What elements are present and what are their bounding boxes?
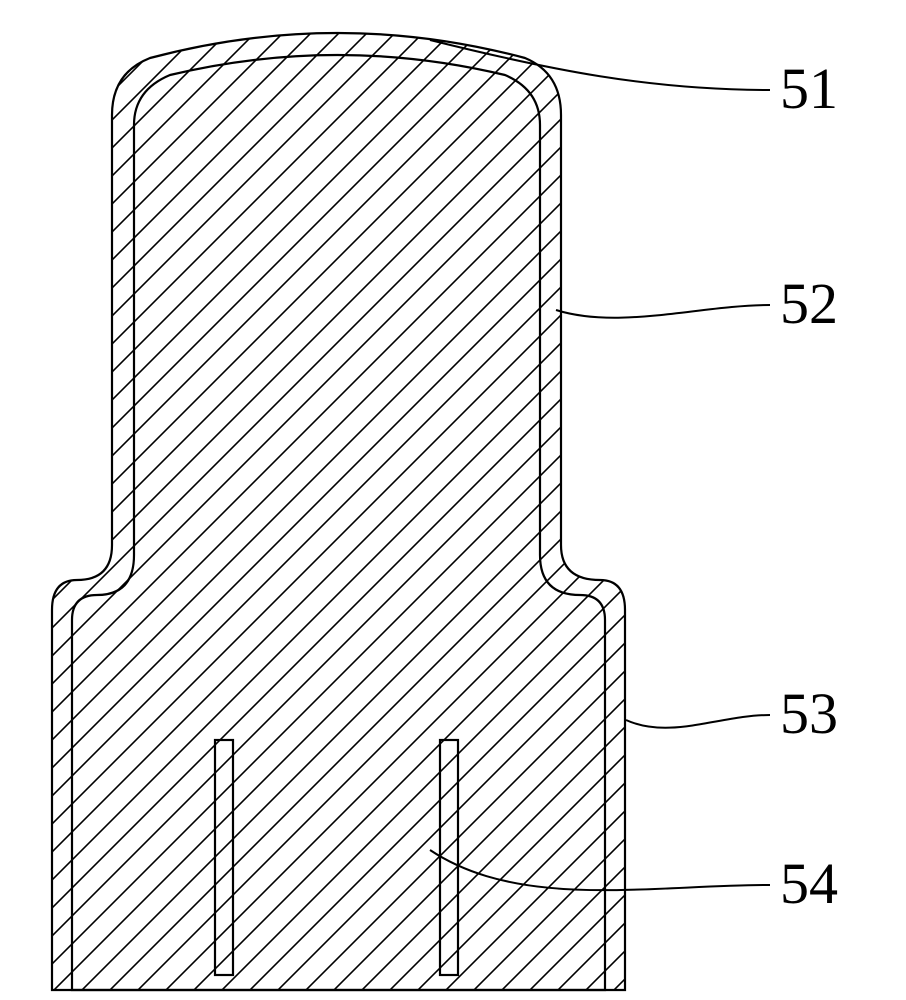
label-54: 54 [780, 850, 838, 917]
leader-53 [626, 715, 770, 728]
label-52: 52 [780, 270, 838, 337]
label-53: 53 [780, 680, 838, 747]
leader-52 [556, 305, 770, 318]
label-51: 51 [780, 55, 838, 122]
